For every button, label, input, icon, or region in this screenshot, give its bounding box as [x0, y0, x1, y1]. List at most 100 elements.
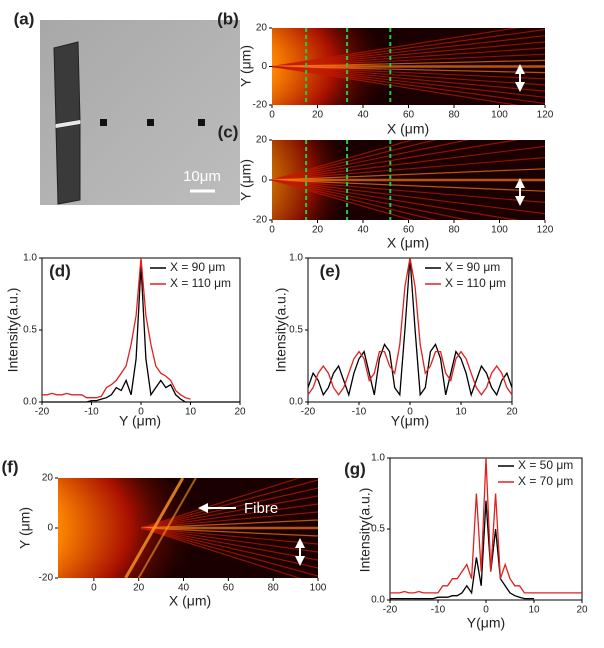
beam-streak: [272, 179, 545, 215]
beam-streak: [141, 503, 318, 529]
beam-streak: [272, 65, 545, 74]
y-axis-label: Y (μm): [238, 45, 254, 87]
y-tick-label: 1.0: [23, 253, 37, 264]
x-tick-label: 0: [407, 407, 413, 418]
x-tick-label: 100: [491, 225, 508, 236]
legend-label: X = 70 μm: [518, 474, 573, 488]
panel-label: (g): [344, 459, 366, 478]
y-tick-label: -20: [253, 100, 268, 111]
y-tick-label: 0.5: [23, 325, 37, 336]
x-tick-label: 20: [576, 605, 588, 616]
x-tick-label: 100: [491, 110, 508, 121]
x-axis-label: X (μm): [387, 235, 429, 251]
beam-streak: [272, 179, 470, 220]
y-tick-label: 0.0: [371, 595, 385, 606]
field-map: [272, 28, 545, 105]
x-tick-label: 10: [528, 605, 540, 616]
y-tick-label: -20: [253, 215, 268, 226]
x-axis-label: X (μm): [169, 593, 211, 609]
x-tick-label: 20: [312, 225, 324, 236]
beam-streak: [141, 519, 318, 529]
fibre-holder: [55, 123, 81, 205]
beam-streak: [141, 527, 318, 569]
beam-streak: [272, 41, 545, 68]
beam-streak: [272, 140, 414, 181]
x-tick-label: 20: [312, 110, 324, 121]
beam-streak: [272, 179, 545, 192]
beam-streak: [272, 65, 545, 80]
x-tick-label: 0: [269, 110, 275, 121]
pillar: [198, 119, 205, 126]
panel: (a) 10μm: [14, 9, 240, 205]
y-tick-label: 0: [261, 61, 267, 72]
series-line: [390, 500, 534, 600]
x-tick-label: 60: [403, 225, 415, 236]
beam-streak: [141, 511, 318, 529]
field-map: [58, 478, 318, 578]
y-axis-label: Intensity(a.u.): [273, 288, 289, 373]
x-tick-label: 10: [455, 407, 467, 418]
beam-streak: [272, 140, 520, 181]
beam-streak: [141, 478, 302, 529]
y-tick-label: 0.5: [371, 524, 385, 535]
beam-streak: [272, 47, 545, 68]
pillar: [147, 119, 154, 126]
panel-label: (e): [320, 261, 341, 280]
fibre: [137, 478, 197, 578]
y-axis-label: Intensity(a.u.): [357, 488, 373, 573]
panel: (g) -20 -10 0 10 20 0.0 0.5 1.0 Y(μm) Intensity(a.…: [344, 453, 588, 631]
field-map: [272, 140, 545, 220]
y-tick-label: 0: [261, 175, 267, 186]
beam-streak: [272, 65, 545, 98]
fibre: [124, 478, 185, 578]
beam-streak: [272, 168, 545, 181]
panel-label: (a): [14, 9, 35, 28]
x-tick-label: 60: [223, 583, 235, 594]
x-axis-label: Y(μm): [391, 413, 429, 429]
fibre-tip: [56, 120, 80, 128]
y-tick-label: 0.0: [289, 397, 303, 408]
x-tick-label: 0: [91, 583, 97, 594]
annotation: Fibre: [244, 500, 278, 517]
x-tick-label: 20: [506, 407, 518, 418]
panel: (e) -20 -10 0 10 20 0.0 0.5 1.0 Y(μm) Intensity(a.…: [273, 253, 518, 429]
legend-label: X = 110 μm: [170, 276, 231, 290]
panel-label: (d): [49, 261, 71, 280]
beam-streak: [272, 65, 520, 105]
beam-streak: [141, 527, 318, 545]
x-tick-label: 20: [234, 407, 246, 418]
beam-streak: [272, 145, 545, 181]
panel-label: (c): [218, 122, 239, 141]
beam-streak: [141, 527, 318, 561]
x-tick-label: 0: [483, 605, 489, 616]
x-tick-label: -20: [301, 407, 316, 418]
beam-streak: [272, 28, 545, 68]
legend-label: X = 90 μm: [445, 260, 500, 274]
y-tick-label: 20: [256, 23, 268, 34]
beam-streak: [272, 35, 545, 68]
x-axis-label: Y (μm): [119, 413, 161, 429]
y-tick-label: 1.0: [371, 453, 385, 464]
series-line: [307, 257, 513, 396]
y-axis-label: Intensity(a.u.): [5, 288, 21, 373]
beam-streak: [272, 179, 438, 220]
x-tick-label: 40: [357, 110, 369, 121]
x-tick-label: 120: [537, 110, 554, 121]
beam-streak: [272, 65, 545, 86]
y-tick-label: 1.0: [289, 253, 303, 264]
y-axis-label: Y (μm): [17, 507, 33, 549]
x-tick-label: 0: [138, 407, 144, 418]
x-tick-label: 80: [448, 225, 460, 236]
x-tick-label: 60: [403, 110, 415, 121]
panel-label: (b): [217, 9, 239, 28]
series-line: [390, 457, 582, 594]
beam-streak: [272, 53, 545, 68]
fibre-holder: [53, 41, 81, 125]
x-tick-label: -10: [352, 407, 367, 418]
legend-label: X = 50 μm: [518, 458, 573, 472]
y-tick-label: 0: [47, 523, 53, 534]
beam-streak: [272, 179, 545, 203]
